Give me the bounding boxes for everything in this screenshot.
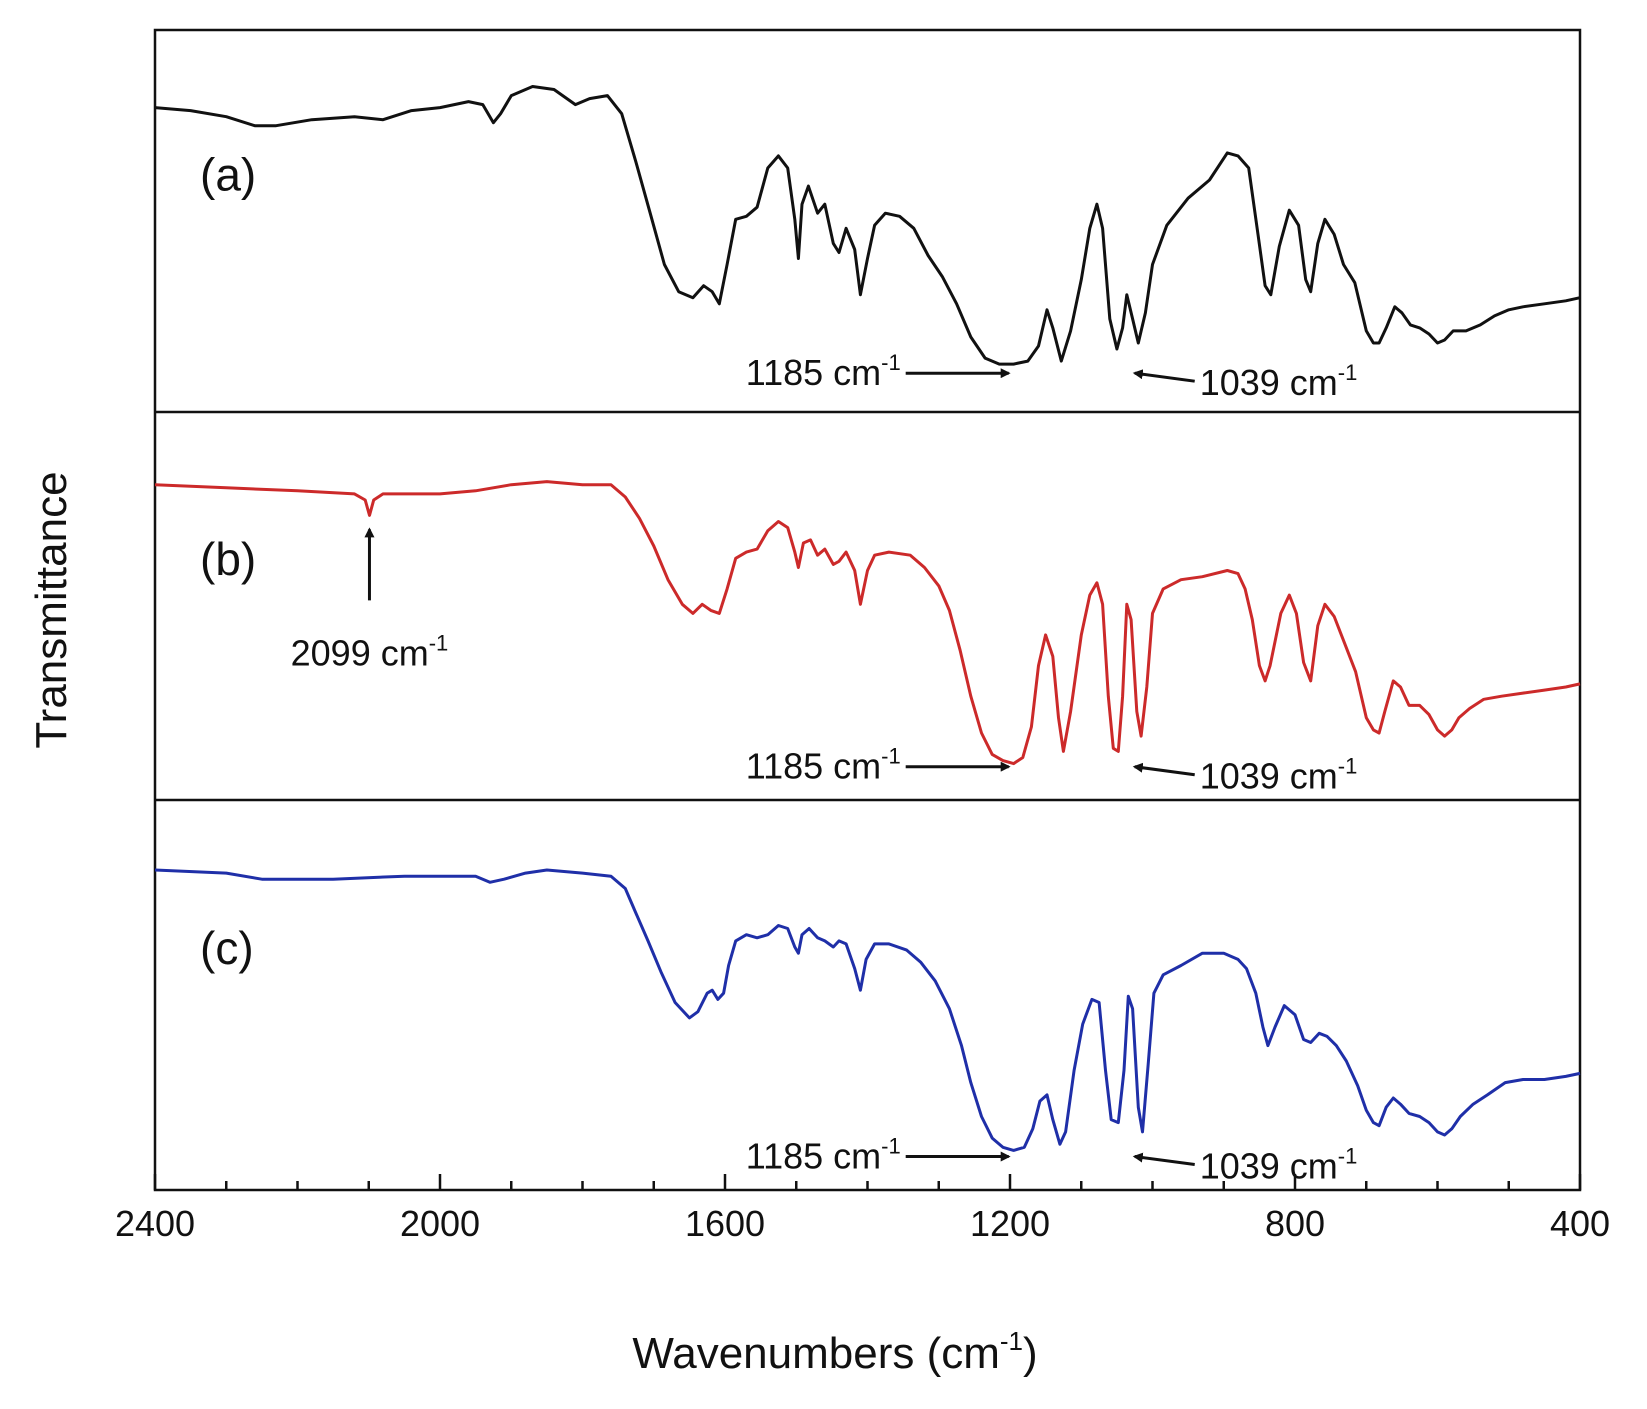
peak-annotation: 2099 cm-1 bbox=[291, 630, 449, 673]
panel-labels: (a) (b) (c) bbox=[200, 148, 256, 973]
panel-label: (c) bbox=[200, 922, 254, 974]
peak-arrow bbox=[1132, 1152, 1195, 1167]
series-line-b bbox=[154, 480, 1581, 766]
x-tick-label: 1200 bbox=[970, 1203, 1050, 1244]
panel-label: (a) bbox=[200, 148, 256, 200]
plot-frame bbox=[153, 28, 1582, 1192]
peak-annotation: 1039 cm-1 bbox=[1200, 754, 1358, 797]
x-axis-title: Wavenumbers (cm-1) bbox=[632, 1326, 1037, 1378]
series-line-a bbox=[154, 85, 1581, 366]
annotations: 1185 cm-1 1039 cm-1 2099 cm-1 1185 cm-1 1039… bbox=[291, 350, 1358, 1186]
series-layer bbox=[154, 85, 1581, 1152]
peak-arrow bbox=[1132, 762, 1195, 777]
x-tick-label: 2000 bbox=[400, 1203, 480, 1244]
panel-frames bbox=[153, 28, 1582, 1192]
panel-label: (b) bbox=[200, 533, 256, 585]
peak-annotation: 1185 cm-1 bbox=[746, 350, 901, 393]
peak-annotation: 1039 cm-1 bbox=[1200, 1144, 1358, 1187]
x-tick-label: 800 bbox=[1265, 1203, 1325, 1244]
peak-annotation: 1185 cm-1 bbox=[746, 744, 901, 787]
x-tick-label: 2400 bbox=[115, 1203, 195, 1244]
x-tick-label: 400 bbox=[1550, 1203, 1610, 1244]
series-line-c bbox=[154, 868, 1581, 1152]
x-ticks: 2400 2000 1600 1200 800 400 bbox=[115, 1174, 1610, 1244]
y-axis-title: Transmittance bbox=[27, 471, 76, 748]
peak-annotation: 1039 cm-1 bbox=[1200, 360, 1358, 403]
x-tick-label: 1600 bbox=[685, 1203, 765, 1244]
peak-annotation: 1185 cm-1 bbox=[746, 1134, 901, 1177]
peak-arrow bbox=[1132, 369, 1195, 383]
